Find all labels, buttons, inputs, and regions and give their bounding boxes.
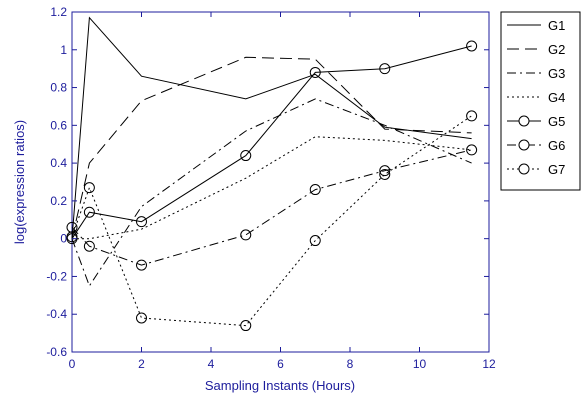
data-point-g7 <box>379 168 391 180</box>
legend-label-g4: G4 <box>548 90 565 105</box>
data-point-g5 <box>466 40 478 52</box>
y-axis-ticks: 1.2 1 0.8 0.6 0.4 0.2 0 -0.2 -0.4 -0.6 <box>46 5 489 359</box>
x-axis-ticks: 0 2 4 6 8 10 12 <box>69 12 496 371</box>
data-point-g6 <box>240 229 252 241</box>
data-point-g7 <box>83 182 95 194</box>
x-tick-label: 8 <box>347 357 354 371</box>
legend-label-g2: G2 <box>548 42 565 57</box>
legend-label-g3: G3 <box>548 66 565 81</box>
y-tick-label: 0 <box>60 232 67 246</box>
data-point-g5 <box>240 150 252 162</box>
legend-label-g7: G7 <box>548 162 565 177</box>
x-tick-label: 4 <box>208 357 215 371</box>
y-tick-label: 1.2 <box>50 5 67 19</box>
data-point-g6 <box>136 259 147 271</box>
data-point-g5 <box>136 216 147 228</box>
x-tick-label: 10 <box>413 357 427 371</box>
x-tick-label: 6 <box>277 357 284 371</box>
x-tick-label: 12 <box>482 357 496 371</box>
series-line-g2 <box>71 56 472 239</box>
data-point-g7 <box>136 312 147 324</box>
legend-box <box>500 11 581 191</box>
data-point-g6 <box>309 184 321 196</box>
data-point-g6 <box>466 144 478 156</box>
legend-marker-g6 <box>518 139 530 151</box>
series-line-g3 <box>71 98 472 288</box>
data-point-g6 <box>66 221 78 233</box>
data-point-g5 <box>379 63 391 75</box>
legend: G1 G2 G3 G4 G5 G6 G7 <box>500 11 581 191</box>
y-tick-label: -0.2 <box>46 269 67 283</box>
y-tick-label: -0.6 <box>46 345 67 359</box>
legend-label-g6: G6 <box>548 138 565 153</box>
series-line-g1 <box>71 16 472 239</box>
series-line-g5 <box>71 45 472 239</box>
y-tick-label: -0.4 <box>46 307 67 321</box>
x-axis-title: Sampling Instants (Hours) <box>205 378 355 393</box>
y-tick-label: 0.8 <box>50 81 67 95</box>
y-tick-label: 0.4 <box>50 156 67 170</box>
data-point-g7 <box>309 235 321 247</box>
legend-marker-g7 <box>518 163 530 175</box>
data-point-g6 <box>379 165 391 177</box>
data-point-g7 <box>240 320 252 332</box>
y-tick-label: 1 <box>60 43 67 57</box>
data-point-g7 <box>66 231 78 243</box>
data-point-g6 <box>83 240 95 252</box>
y-tick-label: 0.2 <box>50 194 67 208</box>
series-line-g4 <box>72 136 472 240</box>
series-layer <box>66 16 478 332</box>
x-tick-label: 0 <box>69 357 76 371</box>
legend-label-g5: G5 <box>548 114 565 129</box>
y-axis-title: log(expression ratios) <box>12 120 27 244</box>
data-point-g5 <box>309 66 321 78</box>
y-tick-label: 0.6 <box>50 118 67 132</box>
series-line-g7 <box>71 115 472 327</box>
data-point-g7 <box>466 110 478 122</box>
x-tick-label: 2 <box>138 357 145 371</box>
series-line-g6 <box>71 149 472 266</box>
legend-label-g1: G1 <box>548 18 565 33</box>
legend-marker-g5 <box>518 115 530 127</box>
plot-area <box>71 11 490 353</box>
data-point-g5 <box>83 206 95 218</box>
